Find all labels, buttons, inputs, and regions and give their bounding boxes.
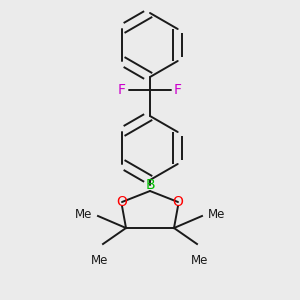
Text: Me: Me (75, 208, 92, 220)
Text: Me: Me (208, 208, 225, 220)
Text: Me: Me (191, 254, 209, 267)
Text: F: F (118, 83, 126, 97)
Text: O: O (172, 195, 183, 209)
Text: O: O (117, 195, 128, 209)
Text: B: B (145, 178, 155, 192)
Text: F: F (174, 83, 182, 97)
Text: Me: Me (91, 254, 109, 267)
